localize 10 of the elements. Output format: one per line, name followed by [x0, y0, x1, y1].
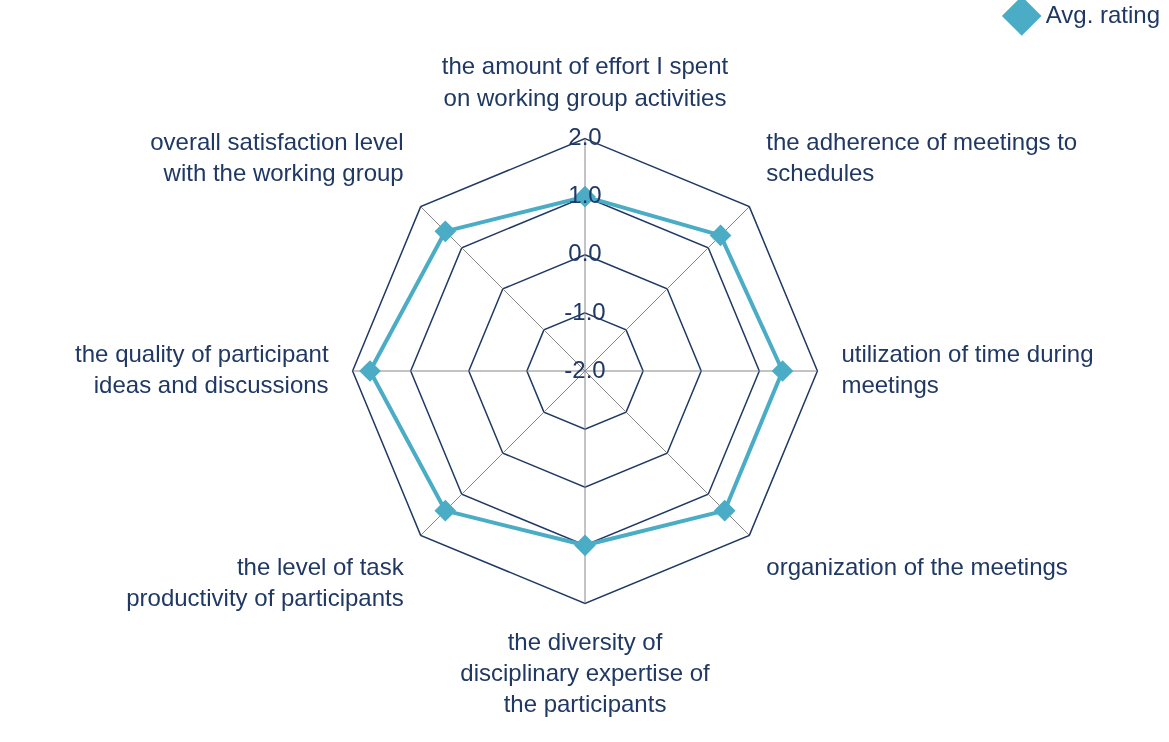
spoke-label: utilization of time during meetings — [841, 340, 1094, 399]
spoke-label: the diversity of disciplinary expertise of the participants — [460, 627, 711, 718]
spoke-label: the quality of participant ideas and discussions — [75, 340, 329, 399]
spoke-label: the level of task productivity of participants — [126, 552, 405, 611]
y-tick-label: -2.0 — [564, 355, 606, 383]
spoke-label: overall satisfaction level with the working group — [150, 127, 404, 186]
spoke-label: organization of the meetings — [766, 552, 1068, 580]
spoke-label: the amount of effort I spent on working group activities — [441, 52, 729, 111]
spoke-label: the adherence of meetings to schedules — [766, 127, 1078, 186]
legend-label: Avg. rating — [1045, 0, 1160, 28]
